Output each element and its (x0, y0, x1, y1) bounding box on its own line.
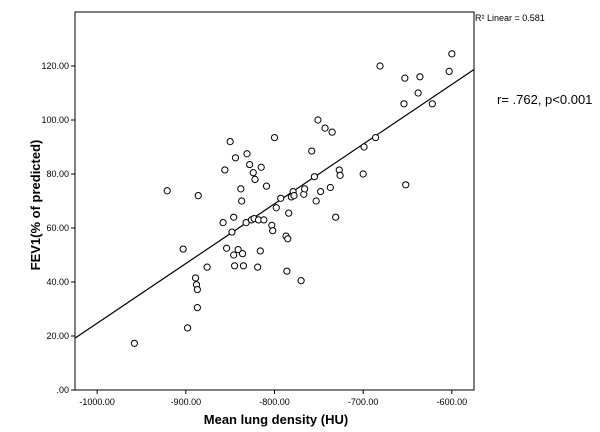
y-axis-title: FEV1(% of predicted) (28, 140, 43, 271)
data-point (336, 171, 344, 179)
data-point (260, 216, 268, 224)
data-point (310, 173, 318, 181)
data-point (237, 185, 245, 193)
data-point (448, 50, 456, 58)
data-point (193, 304, 201, 312)
data-point (238, 250, 247, 258)
x-tick-label: -600.00 (437, 397, 468, 407)
data-point (270, 133, 279, 142)
data-point (283, 267, 291, 275)
data-point (228, 228, 236, 236)
data-point (257, 163, 265, 171)
x-axis: -1000.00 -900.00 -800.00 -700.00 -600.00 (79, 390, 467, 407)
data-point (301, 185, 309, 193)
data-point (262, 182, 271, 190)
data-point (223, 244, 231, 252)
y-tick-label: 20.00 (46, 331, 69, 341)
y-tick-label: 100.00 (41, 115, 69, 125)
data-point (360, 143, 368, 151)
data-point (401, 74, 409, 82)
data-point (376, 62, 384, 70)
data-point (328, 128, 336, 136)
data-point (326, 183, 334, 192)
data-point (371, 133, 380, 142)
data-point (234, 246, 242, 254)
data-point (428, 100, 436, 108)
correlation-annotation: r= .762, p<0.001 (497, 92, 593, 107)
data-point (332, 213, 340, 221)
data-point (400, 100, 408, 108)
data-point (308, 147, 316, 155)
data-point (246, 160, 254, 169)
y-tick-label: .00 (56, 385, 69, 395)
data-point (243, 150, 251, 158)
data-point (269, 227, 277, 235)
data-point (312, 197, 320, 205)
y-axis: .00 20.00 40.00 60.00 80.00 100.00 120.00 (41, 61, 75, 395)
data-point (249, 169, 257, 177)
data-point (321, 124, 329, 132)
data-point (290, 192, 298, 200)
y-tick-label: 40.00 (46, 277, 69, 287)
data-point (221, 166, 229, 174)
data-point (194, 192, 202, 200)
data-point (179, 245, 187, 253)
x-axis-title: Mean lung density (HU) (204, 412, 348, 427)
data-point (256, 247, 264, 255)
data-point (219, 219, 227, 227)
data-point (231, 154, 240, 162)
r-squared-label: R² Linear = 0.581 (475, 13, 545, 23)
data-point (230, 213, 238, 221)
data-point (230, 251, 238, 259)
data-point (272, 204, 280, 212)
regression-line (74, 69, 475, 339)
data-point (317, 187, 325, 196)
plot-area (74, 11, 475, 391)
x-tick-label: -800.00 (259, 397, 290, 407)
data-point (402, 181, 410, 189)
data-point (163, 187, 171, 195)
data-point (285, 209, 293, 217)
data-point (254, 263, 262, 271)
x-tick-label: -1000.00 (79, 397, 115, 407)
data-point (203, 263, 211, 271)
data-point (184, 324, 192, 332)
data-point (314, 116, 322, 124)
x-tick-label: -900.00 (171, 397, 202, 407)
data-point (414, 89, 422, 97)
y-tick-label: 80.00 (46, 169, 69, 179)
data-point (445, 67, 453, 76)
plot-frame (74, 11, 475, 391)
data-point (191, 274, 200, 282)
data-points (130, 50, 456, 347)
data-point (226, 138, 234, 146)
data-point (130, 339, 139, 347)
data-point (297, 277, 305, 285)
data-point (193, 285, 201, 294)
data-point (416, 73, 424, 81)
data-point (238, 197, 246, 205)
data-point (284, 235, 292, 243)
data-point (277, 194, 285, 202)
y-tick-label: 120.00 (41, 61, 69, 71)
x-tick-label: -700.00 (348, 397, 379, 407)
data-point (251, 175, 259, 183)
data-point (359, 170, 367, 178)
data-point (239, 262, 248, 270)
data-point (231, 262, 239, 270)
y-tick-label: 60.00 (46, 223, 69, 233)
